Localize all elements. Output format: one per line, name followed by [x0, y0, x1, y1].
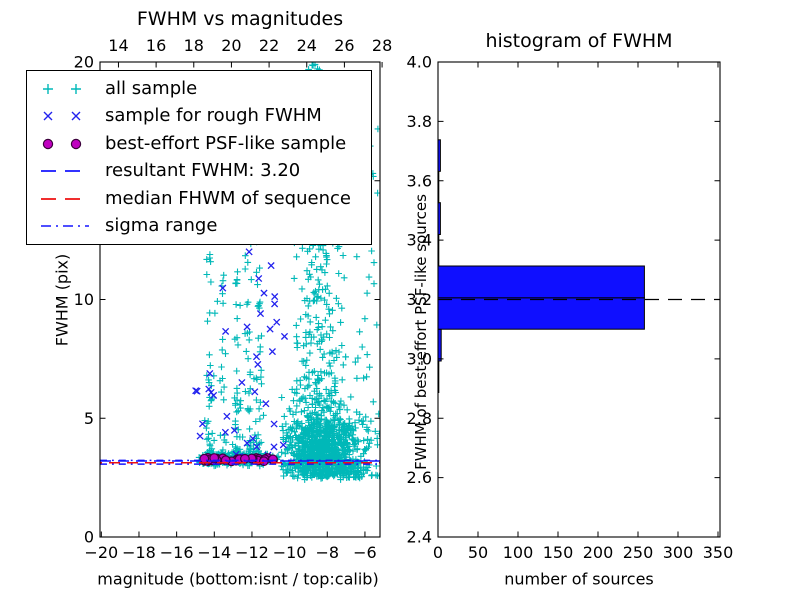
- legend-label: best-effort PSF-like sample: [105, 132, 347, 154]
- circle-marker-icon: [42, 138, 82, 149]
- scatter-psf-sample: [199, 453, 278, 467]
- svg-text:−6: −6: [353, 543, 377, 562]
- svg-text:150: 150: [543, 543, 574, 562]
- svg-text:3.6: 3.6: [407, 171, 432, 190]
- histogram-bar: [437, 265, 645, 299]
- svg-text:50: 50: [468, 543, 488, 562]
- blue-dashdot-line-icon: [41, 225, 89, 228]
- legend-item-psf-sample: best-effort PSF-like sample: [37, 130, 365, 158]
- histogram-bar: [437, 297, 645, 330]
- svg-text:2.8: 2.8: [407, 409, 432, 428]
- svg-text:250: 250: [623, 543, 654, 562]
- svg-text:22: 22: [259, 36, 279, 55]
- svg-text:−14: −14: [197, 543, 231, 562]
- legend-item-rough-sample: sample for rough FWHM: [37, 103, 365, 131]
- left-plot-data: [100, 62, 380, 483]
- plus-marker-icon: [43, 83, 81, 94]
- legend-item-all-sample: all sample: [37, 75, 365, 103]
- svg-text:100: 100: [503, 543, 534, 562]
- svg-text:200: 200: [583, 543, 614, 562]
- legend-label: sample for rough FWHM: [105, 105, 322, 127]
- svg-text:4.0: 4.0: [407, 53, 432, 72]
- svg-text:3.8: 3.8: [407, 112, 432, 131]
- svg-text:0: 0: [84, 528, 94, 547]
- svg-text:18: 18: [184, 36, 204, 55]
- x-marker-icon: [43, 111, 81, 121]
- svg-text:350: 350: [703, 543, 734, 562]
- svg-text:−12: −12: [235, 543, 269, 562]
- svg-text:−18: −18: [122, 543, 156, 562]
- svg-text:−10: −10: [273, 543, 307, 562]
- svg-text:26: 26: [334, 36, 354, 55]
- left-plot-ylabel: FWHM (pix): [52, 253, 72, 347]
- svg-text:2.6: 2.6: [407, 468, 432, 487]
- red-dashed-line-icon: [41, 197, 89, 200]
- svg-text:20: 20: [221, 36, 241, 55]
- svg-text:20: 20: [74, 53, 94, 72]
- right-plot-title: histogram of FWHM: [485, 30, 673, 52]
- svg-text:5: 5: [84, 409, 94, 428]
- right-plot-ylabel: FWHM of best-effort PSF-like sources: [412, 194, 430, 470]
- svg-text:300: 300: [663, 543, 694, 562]
- svg-text:3.2: 3.2: [407, 290, 432, 309]
- left-plot-xlabel: magnitude (bottom:isnt / top:calib): [97, 569, 379, 589]
- histogram-bars: [437, 139, 645, 393]
- svg-text:14: 14: [108, 36, 128, 55]
- svg-text:3.0: 3.0: [407, 349, 432, 368]
- svg-text:2.4: 2.4: [407, 528, 432, 547]
- svg-text:3.4: 3.4: [407, 231, 432, 250]
- legend-box: all sample sample for rough FWHM best-ef…: [26, 70, 372, 245]
- svg-text:−20: −20: [84, 543, 118, 562]
- svg-text:16: 16: [146, 36, 166, 55]
- blue-dashed-line-icon: [41, 170, 89, 173]
- svg-text:24: 24: [297, 36, 317, 55]
- right-plot-xlabel: number of sources: [504, 569, 654, 589]
- legend-item-median-fwhm: median FHWM of sequence: [37, 185, 365, 213]
- left-axes-frame: −20 −18 −16 −14 −12 −10 −8 −6 14 16 18 20 22 24 26 28 0 5…: [74, 36, 393, 562]
- right-axes-frame: 0 50 100 150 200 250 300 350 2.4 2.6 2.8 3.0 3.2 3.4 3…: [407, 53, 734, 563]
- legend-label: all sample: [105, 77, 198, 99]
- legend-item-sigma-range: sigma range: [37, 213, 365, 241]
- legend-label: sigma range: [105, 215, 218, 237]
- svg-text:0: 0: [433, 543, 443, 562]
- fit-lines: [100, 459, 380, 465]
- svg-text:10: 10: [74, 290, 94, 309]
- legend-item-resultant-fwhm: resultant FWHM: 3.20: [37, 158, 365, 186]
- svg-text:28: 28: [372, 36, 392, 55]
- svg-text:−16: −16: [160, 543, 194, 562]
- legend-label: resultant FWHM: 3.20: [105, 160, 301, 182]
- svg-text:−8: −8: [315, 543, 339, 562]
- legend-label: median FHWM of sequence: [105, 187, 351, 209]
- left-plot-title: FWHM vs magnitudes: [136, 8, 344, 30]
